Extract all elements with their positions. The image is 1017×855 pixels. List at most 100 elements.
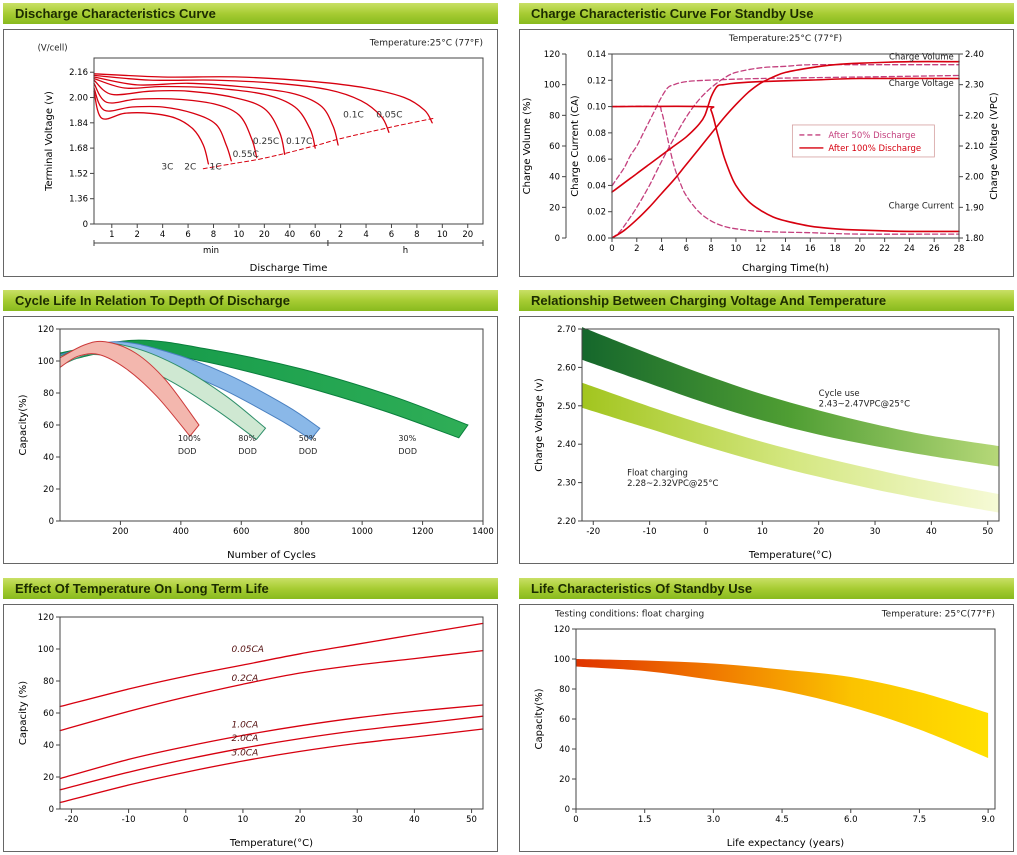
svg-text:1.52: 1.52	[69, 169, 88, 179]
panel-title-discharge: Discharge Characteristics Curve	[3, 3, 498, 24]
svg-text:40: 40	[43, 453, 54, 463]
svg-text:80: 80	[559, 685, 570, 695]
svg-text:0: 0	[49, 517, 54, 527]
svg-text:40: 40	[559, 745, 570, 755]
svg-text:0: 0	[565, 805, 570, 815]
svg-text:600: 600	[233, 527, 249, 537]
svg-text:60: 60	[549, 142, 560, 152]
svg-text:16: 16	[805, 244, 816, 254]
svg-text:1.90: 1.90	[965, 203, 984, 213]
svg-text:0: 0	[703, 527, 708, 537]
svg-text:10: 10	[238, 815, 249, 825]
svg-text:20: 20	[854, 244, 865, 254]
svg-text:0.1C: 0.1C	[343, 110, 364, 120]
svg-text:80: 80	[549, 111, 560, 121]
svg-text:After 100% Discharge: After 100% Discharge	[828, 144, 921, 154]
svg-text:Number of Cycles: Number of Cycles	[227, 550, 316, 561]
svg-text:Charge Voltage (v): Charge Voltage (v)	[534, 379, 545, 473]
panel-life-standby: Life Characteristics Of Standby Use 0 1.5…	[519, 577, 1014, 852]
svg-text:1.36: 1.36	[69, 195, 88, 205]
svg-text:0: 0	[183, 815, 188, 825]
svg-text:120: 120	[38, 613, 54, 623]
svg-text:min: min	[203, 246, 219, 256]
svg-text:30%: 30%	[398, 434, 416, 443]
svg-text:2.50: 2.50	[557, 402, 576, 412]
svg-text:18: 18	[830, 244, 841, 254]
svg-text:0.00: 0.00	[587, 234, 606, 244]
panel-title-voltage-temperature: Relationship Between Charging Voltage An…	[519, 290, 1014, 312]
svg-text:1.68: 1.68	[69, 144, 88, 154]
svg-text:(V/cell): (V/cell)	[38, 44, 68, 54]
svg-text:10: 10	[757, 527, 768, 537]
svg-text:10: 10	[731, 244, 742, 254]
svg-text:20: 20	[295, 815, 306, 825]
svg-text:26: 26	[929, 244, 940, 254]
svg-text:Charging Time(h): Charging Time(h)	[742, 263, 829, 274]
svg-text:6: 6	[684, 244, 689, 254]
svg-text:Capacity (%): Capacity (%)	[18, 680, 29, 744]
svg-text:2.16: 2.16	[69, 68, 88, 78]
svg-text:4: 4	[160, 230, 165, 240]
svg-text:50%: 50%	[299, 434, 317, 443]
svg-text:2C: 2C	[184, 162, 196, 172]
svg-text:2.30: 2.30	[965, 81, 984, 91]
svg-text:h: h	[403, 246, 408, 256]
svg-text:20: 20	[43, 485, 54, 495]
svg-text:2: 2	[338, 230, 343, 240]
svg-text:Charge Voltage: Charge Voltage	[889, 79, 954, 89]
svg-text:6: 6	[185, 230, 190, 240]
svg-text:Charge Voltage (VPC): Charge Voltage (VPC)	[989, 92, 1000, 200]
svg-text:0.12: 0.12	[587, 76, 606, 86]
svg-text:2.20: 2.20	[965, 111, 984, 121]
svg-text:60: 60	[43, 421, 54, 431]
svg-text:0: 0	[573, 815, 578, 825]
svg-text:-10: -10	[122, 815, 136, 825]
temperature-long-term-life-chart: -20 -10 0 10 20 30 40 50 Temperature(°C) 0 20 40 60 8…	[18, 613, 484, 849]
svg-text:2.40: 2.40	[557, 441, 576, 451]
svg-text:Life expectancy (years): Life expectancy (years)	[727, 838, 844, 849]
svg-text:4: 4	[659, 244, 664, 254]
panel-title-life-standby: Life Characteristics Of Standby Use	[519, 577, 1014, 599]
svg-text:Temperature(°C): Temperature(°C)	[229, 838, 313, 849]
panel-title-temperature-life: Effect Of Temperature On Long Term Life	[3, 577, 498, 599]
svg-text:Charge Current (CA): Charge Current (CA)	[570, 95, 581, 197]
svg-text:800: 800	[294, 527, 310, 537]
svg-text:2.43~2.47VPC@25°C: 2.43~2.47VPC@25°C	[819, 400, 910, 410]
svg-text:0.17C: 0.17C	[286, 137, 312, 147]
svg-text:7.5: 7.5	[913, 815, 927, 825]
svg-text:28: 28	[954, 244, 965, 254]
svg-text:1C: 1C	[210, 162, 222, 172]
svg-text:1400: 1400	[472, 527, 494, 537]
svg-text:8: 8	[414, 230, 419, 240]
svg-text:20: 20	[43, 773, 54, 783]
svg-text:80%: 80%	[238, 434, 256, 443]
svg-text:Testing conditions: float char: Testing conditions: float charging	[554, 609, 704, 619]
svg-text:12: 12	[755, 244, 766, 254]
svg-text:1.5: 1.5	[638, 815, 652, 825]
svg-text:6.0: 6.0	[844, 815, 858, 825]
svg-text:3.0CA: 3.0CA	[231, 748, 258, 758]
svg-text:0.14: 0.14	[587, 50, 606, 60]
svg-text:9.0: 9.0	[981, 815, 995, 825]
svg-text:2.60: 2.60	[557, 364, 576, 374]
svg-text:1.0CA: 1.0CA	[231, 720, 258, 730]
svg-text:Discharge Time: Discharge Time	[250, 263, 328, 274]
svg-text:40: 40	[284, 230, 295, 240]
svg-text:200: 200	[112, 527, 128, 537]
svg-text:DOD: DOD	[238, 447, 257, 456]
svg-text:120: 120	[544, 50, 560, 60]
svg-text:0: 0	[609, 244, 614, 254]
svg-text:0.04: 0.04	[587, 181, 606, 191]
svg-text:Charge Current: Charge Current	[889, 202, 955, 212]
chart-box-temperature-life: -20 -10 0 10 20 30 40 50 Temperature(°C) 0 20 40 60 8…	[3, 603, 498, 852]
svg-text:4.5: 4.5	[775, 815, 789, 825]
svg-text:8: 8	[708, 244, 713, 254]
svg-text:Terminal Voltage (v): Terminal Voltage (v)	[44, 91, 55, 192]
svg-text:80: 80	[43, 677, 54, 687]
svg-text:1200: 1200	[412, 527, 434, 537]
svg-text:Capacity(%): Capacity(%)	[534, 688, 545, 749]
charging-voltage-temperature-chart: -20 -10 0 10 20 30 40 50 Temperature(°C) 2.20 2.30…	[534, 325, 1000, 561]
svg-text:50: 50	[466, 815, 477, 825]
